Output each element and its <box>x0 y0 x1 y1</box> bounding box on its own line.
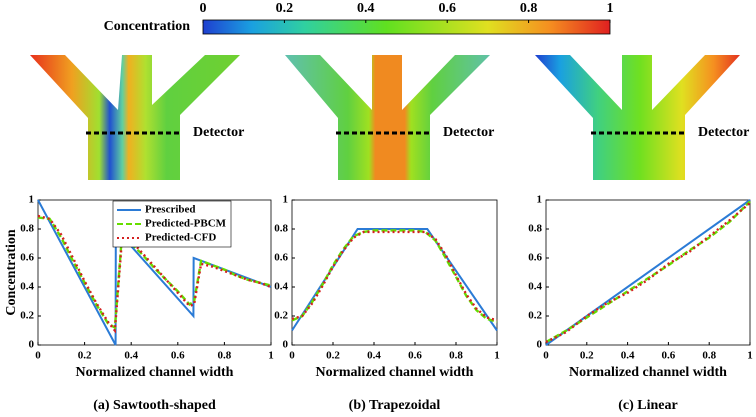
x-tick-label: 1 <box>268 350 274 362</box>
series-line <box>545 201 751 344</box>
x-tick-label: 0.8 <box>702 350 716 362</box>
x-tick-label: 1 <box>747 350 753 362</box>
y-tick-label: 0.2 <box>528 310 542 322</box>
x-tick-label: 0.6 <box>171 350 185 362</box>
x-tick-label: 0.4 <box>621 350 635 362</box>
series-line <box>291 230 498 322</box>
series-line <box>291 229 498 323</box>
y-tick-label: 0.8 <box>274 223 288 235</box>
plot-frame <box>291 199 498 346</box>
x-tick-label: 0.8 <box>449 350 463 362</box>
y-tick-label: 0.8 <box>528 223 542 235</box>
x-tick-label: 0 <box>35 350 41 362</box>
x-tick-label: 0.8 <box>218 350 232 362</box>
x-tick-label: 0 <box>289 350 295 362</box>
colorbar-tick-label: 0 <box>200 1 207 16</box>
x-tick-label: 0.4 <box>124 350 138 362</box>
x-tick-label: 0 <box>543 350 549 362</box>
colorbar-tick-label: 1 <box>607 1 614 16</box>
channel-b <box>285 55 490 180</box>
y-tick-label: 0.4 <box>274 281 288 293</box>
y-tick-label: 0.2 <box>20 310 34 322</box>
x-axis-label: Normalized channel width <box>76 365 234 380</box>
x-axis-label: Normalized channel width <box>316 365 474 380</box>
series-line <box>291 228 498 332</box>
y-tick-label: 0 <box>283 339 289 351</box>
y-tick-label: 0 <box>29 339 35 351</box>
legend-box <box>112 200 232 248</box>
channel-a <box>30 55 240 180</box>
y-tick-label: 0.6 <box>528 252 542 264</box>
colorbar-tick-label: 0.6 <box>438 1 456 16</box>
y-tick-label: 0 <box>537 339 543 351</box>
y-tick-label: 0.6 <box>274 252 288 264</box>
caption: (a) Sawtooth-shaped <box>93 398 216 413</box>
series-line <box>37 214 272 334</box>
y-tick-label: 0.8 <box>20 223 34 235</box>
y-tick-label: 0.4 <box>20 281 34 293</box>
y-axis-label: Concentration <box>4 229 19 316</box>
x-tick-label: 0.2 <box>78 350 92 362</box>
caption: (c) Linear <box>618 398 677 413</box>
legend-label: Prescribed <box>145 204 196 216</box>
y-tick-label: 1 <box>29 194 35 206</box>
x-tick-label: 0.6 <box>662 350 676 362</box>
colorbar-tick-label: 0.2 <box>276 1 294 16</box>
y-tick-label: 0.2 <box>274 310 288 322</box>
y-tick-label: 0.4 <box>528 281 542 293</box>
legend-label: Predicted-CFD <box>145 232 216 244</box>
detector-label: Detector <box>443 125 494 140</box>
x-tick-label: 0.2 <box>580 350 594 362</box>
x-axis-label: Normalized channel width <box>569 365 727 380</box>
colorbar <box>202 19 611 35</box>
colorbar-tick-label: 0.8 <box>520 1 538 16</box>
channel-c <box>535 55 740 180</box>
colorbar-label: Concentration <box>104 19 191 34</box>
caption: (b) Trapezoidal <box>349 398 441 413</box>
detector-label: Detector <box>698 125 749 140</box>
y-tick-label: 0.6 <box>20 252 34 264</box>
colorbar-tick-label: 0.4 <box>357 1 375 16</box>
x-tick-label: 0.2 <box>326 350 340 362</box>
detector-label: Detector <box>193 125 244 140</box>
legend-label: Predicted-PBCM <box>145 218 227 230</box>
x-tick-label: 1 <box>494 350 500 362</box>
y-tick-label: 1 <box>537 194 543 206</box>
y-tick-label: 1 <box>283 194 289 206</box>
x-tick-label: 0.4 <box>367 350 381 362</box>
x-tick-label: 0.6 <box>408 350 422 362</box>
